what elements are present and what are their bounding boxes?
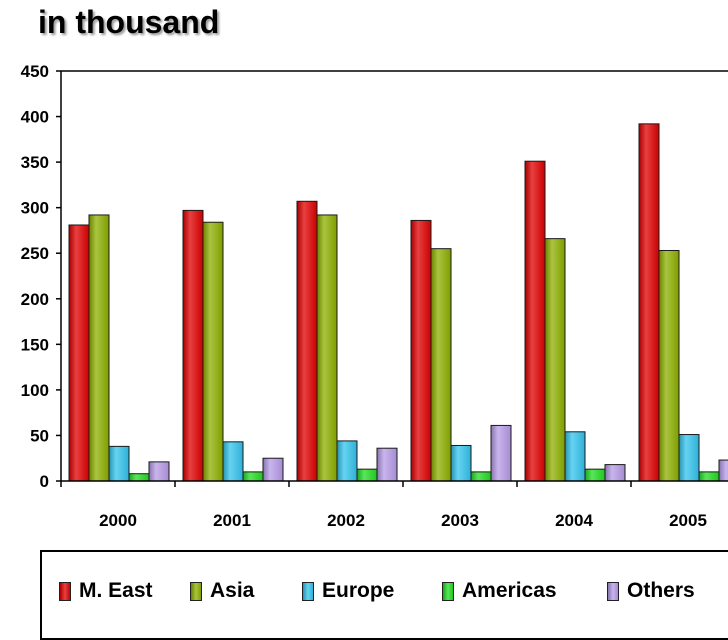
bar-2002-asia <box>316 214 338 482</box>
y-tick-label: 400 <box>21 108 49 127</box>
bar-2003-m-east <box>410 219 432 482</box>
bar-2003-europe <box>450 444 472 482</box>
bar-2005-americas <box>698 471 720 482</box>
bar-2004-europe <box>564 431 586 482</box>
legend-swatch <box>607 581 619 601</box>
legend-label: Others <box>627 579 695 602</box>
y-tick-label: 450 <box>21 62 49 81</box>
bar-2001-europe <box>222 441 244 482</box>
legend-swatch <box>190 581 202 601</box>
x-tick-label: 2003 <box>441 511 479 530</box>
legend-item: Asia <box>190 579 254 603</box>
y-tick-label: 0 <box>40 472 49 491</box>
bar-2002-europe <box>336 440 358 482</box>
bar-2003-asia <box>430 248 452 482</box>
x-tick-label: 2002 <box>327 511 365 530</box>
bar-2000-others <box>148 461 170 482</box>
bar-2004-asia <box>544 238 566 482</box>
bar-2005-asia <box>658 249 680 482</box>
legend-swatch <box>302 581 314 601</box>
y-tick-label: 100 <box>21 381 49 400</box>
legend-item: M. East <box>59 579 153 603</box>
legend: M. East Asia Europe Americas Others <box>40 550 728 640</box>
legend-label: Asia <box>210 579 255 602</box>
bar-2001-americas <box>242 471 264 482</box>
bar-2000-asia <box>88 214 110 482</box>
legend-label: Americas <box>462 579 557 602</box>
legend-label: Europe <box>322 579 395 602</box>
bar-2002-others <box>376 447 398 482</box>
y-tick-label: 300 <box>21 199 49 218</box>
bar-2005-others <box>718 459 728 482</box>
chart-title: in thousand <box>38 4 220 40</box>
x-tick-label: 2000 <box>99 511 137 530</box>
bar-2000-americas <box>128 473 150 482</box>
legend-swatch <box>442 581 454 601</box>
bar-2001-others <box>262 457 284 482</box>
bar-2005-europe <box>678 434 700 482</box>
bar-2002-m-east <box>296 200 318 482</box>
y-tick-label: 350 <box>21 153 49 172</box>
bar-2003-americas <box>470 471 492 482</box>
bar-2004-m-east <box>524 160 546 482</box>
legend-swatch <box>59 581 71 601</box>
bar-chart: 0 50 100 150 200 250 300 350 400 450 2000 2001 2002 2… <box>21 62 728 530</box>
legend-item: Americas <box>442 579 557 603</box>
bar-2002-americas <box>356 468 378 482</box>
legend-item: Europe <box>302 579 394 603</box>
bar-2004-others <box>604 464 626 482</box>
bar-2005-m-east <box>638 123 660 482</box>
bar-2003-others <box>490 424 512 482</box>
legend-label: M. East <box>79 579 153 602</box>
bar-2001-m-east <box>182 209 204 482</box>
x-tick-label: 2004 <box>555 511 593 530</box>
y-tick-label: 250 <box>21 244 49 263</box>
y-tick-label: 50 <box>30 426 49 445</box>
bar-2001-asia <box>202 221 224 482</box>
x-tick-label: 2005 <box>669 511 707 530</box>
y-tick-label: 200 <box>21 290 49 309</box>
bar-2000-europe <box>108 445 130 482</box>
y-tick-label: 150 <box>21 335 49 354</box>
bar-2000-m-east <box>68 224 90 482</box>
legend-item: Others <box>607 579 695 603</box>
x-tick-label: 2001 <box>213 511 251 530</box>
bar-2004-americas <box>584 468 606 482</box>
